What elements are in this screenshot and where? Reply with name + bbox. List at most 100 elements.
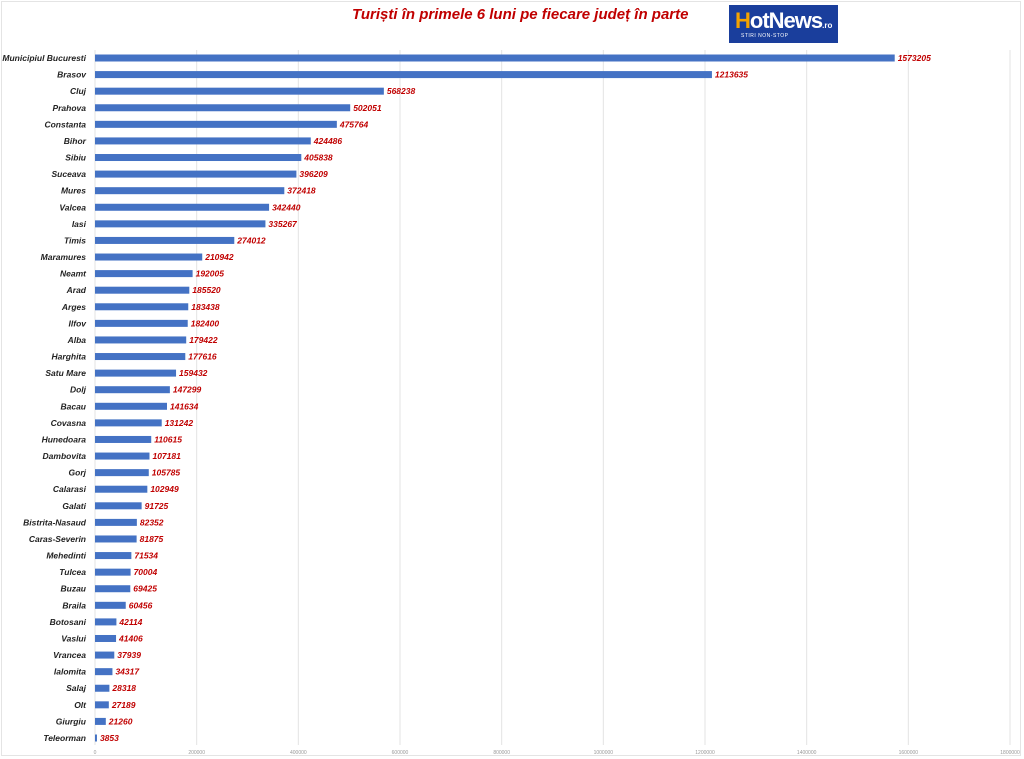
data-label: 28318 — [111, 683, 136, 693]
category-label: Bihor — [64, 136, 87, 146]
x-tick-label: 1400000 — [797, 750, 817, 756]
bar — [95, 137, 311, 145]
category-label: Covasna — [51, 418, 87, 428]
bar — [95, 71, 712, 79]
category-label: Salaj — [66, 683, 86, 693]
category-label: Ilfov — [69, 318, 88, 328]
x-tick-label: 600000 — [392, 750, 409, 756]
bar — [95, 87, 384, 95]
data-label: 91725 — [145, 501, 169, 511]
data-label: 210942 — [204, 252, 234, 262]
x-tick-label: 0 — [94, 750, 97, 756]
x-tick-label: 1800000 — [1000, 750, 1020, 756]
data-label: 71534 — [134, 551, 158, 561]
data-label: 34317 — [115, 667, 140, 677]
category-label: Maramures — [41, 252, 87, 262]
data-label: 424486 — [313, 136, 343, 146]
data-label: 69425 — [133, 584, 157, 594]
bar — [95, 717, 106, 725]
bar — [95, 651, 115, 659]
data-label: 82352 — [140, 517, 164, 527]
data-label: 177616 — [188, 352, 217, 362]
bar — [95, 270, 193, 278]
bar — [95, 518, 137, 526]
data-label: 372418 — [287, 186, 316, 196]
data-label: 396209 — [299, 169, 328, 179]
bar — [95, 552, 132, 560]
category-label: Ialomita — [54, 667, 86, 677]
category-label: Vaslui — [61, 633, 86, 643]
bar — [95, 236, 235, 244]
x-tick-label: 1000000 — [594, 750, 614, 756]
category-label: Bacau — [60, 401, 86, 411]
category-label: Arad — [66, 285, 87, 295]
category-label: Mehedinti — [46, 551, 86, 561]
data-label: 102949 — [150, 484, 179, 494]
category-label: Constanta — [44, 119, 86, 129]
category-label: Neamt — [60, 269, 87, 279]
bar — [95, 187, 285, 195]
x-tick-label: 400000 — [290, 750, 307, 756]
data-label: 141634 — [170, 401, 199, 411]
data-label: 27189 — [111, 700, 136, 710]
x-tick-label: 1600000 — [899, 750, 919, 756]
data-label: 42114 — [118, 617, 142, 627]
data-label: 475764 — [339, 119, 369, 129]
bar — [95, 203, 270, 211]
category-label: Satu Mare — [45, 368, 86, 378]
category-label: Iasi — [72, 219, 87, 229]
bar — [95, 684, 110, 692]
data-label: 1213635 — [715, 70, 748, 80]
x-tick-label: 1200000 — [695, 750, 715, 756]
data-label: 405838 — [303, 153, 333, 163]
category-label: Galati — [62, 501, 86, 511]
category-label: Buzau — [61, 584, 87, 594]
category-label: Harghita — [52, 352, 87, 362]
bar — [95, 601, 126, 609]
data-label: 107181 — [152, 451, 181, 461]
bar — [95, 353, 186, 361]
category-label: Caras-Severin — [29, 534, 86, 544]
data-label: 568238 — [387, 86, 416, 96]
category-label: Tulcea — [59, 567, 86, 577]
chart-title: Turiști în primele 6 luni pe fiecare jud… — [352, 6, 689, 23]
data-label: 274012 — [236, 235, 266, 245]
data-label: 3853 — [100, 733, 119, 743]
bar — [95, 535, 137, 543]
bar — [95, 668, 113, 676]
bar — [95, 419, 162, 427]
bar — [95, 502, 142, 510]
data-label: 1573205 — [898, 53, 931, 63]
bar — [95, 220, 266, 228]
category-label: Prahova — [52, 103, 86, 113]
data-label: 179422 — [189, 335, 218, 345]
bar — [95, 336, 187, 344]
data-label: 147299 — [173, 385, 202, 395]
category-label: Brasov — [57, 70, 87, 80]
bar — [95, 634, 117, 642]
data-label: 335267 — [268, 219, 298, 229]
data-label: 81875 — [140, 534, 164, 544]
category-label: Suceava — [52, 169, 87, 179]
category-label: Botosani — [50, 617, 87, 627]
category-label: Braila — [62, 600, 86, 610]
category-label: Teleorman — [43, 733, 86, 743]
data-label: 131242 — [165, 418, 194, 428]
data-label: 70004 — [134, 567, 158, 577]
data-label: 37939 — [117, 650, 141, 660]
category-label: Alba — [67, 335, 87, 345]
bar — [95, 585, 131, 593]
category-label: Giurgiu — [56, 716, 87, 726]
x-tick-label: 800000 — [493, 750, 510, 756]
bar — [95, 369, 177, 377]
bar — [95, 568, 131, 576]
bar — [95, 253, 203, 261]
bar — [95, 469, 149, 477]
bar — [95, 734, 97, 742]
category-label: Gorj — [69, 468, 87, 478]
bar — [95, 286, 190, 294]
bar — [95, 170, 297, 178]
data-label: 185520 — [192, 285, 221, 295]
category-label: Dambovita — [43, 451, 87, 461]
